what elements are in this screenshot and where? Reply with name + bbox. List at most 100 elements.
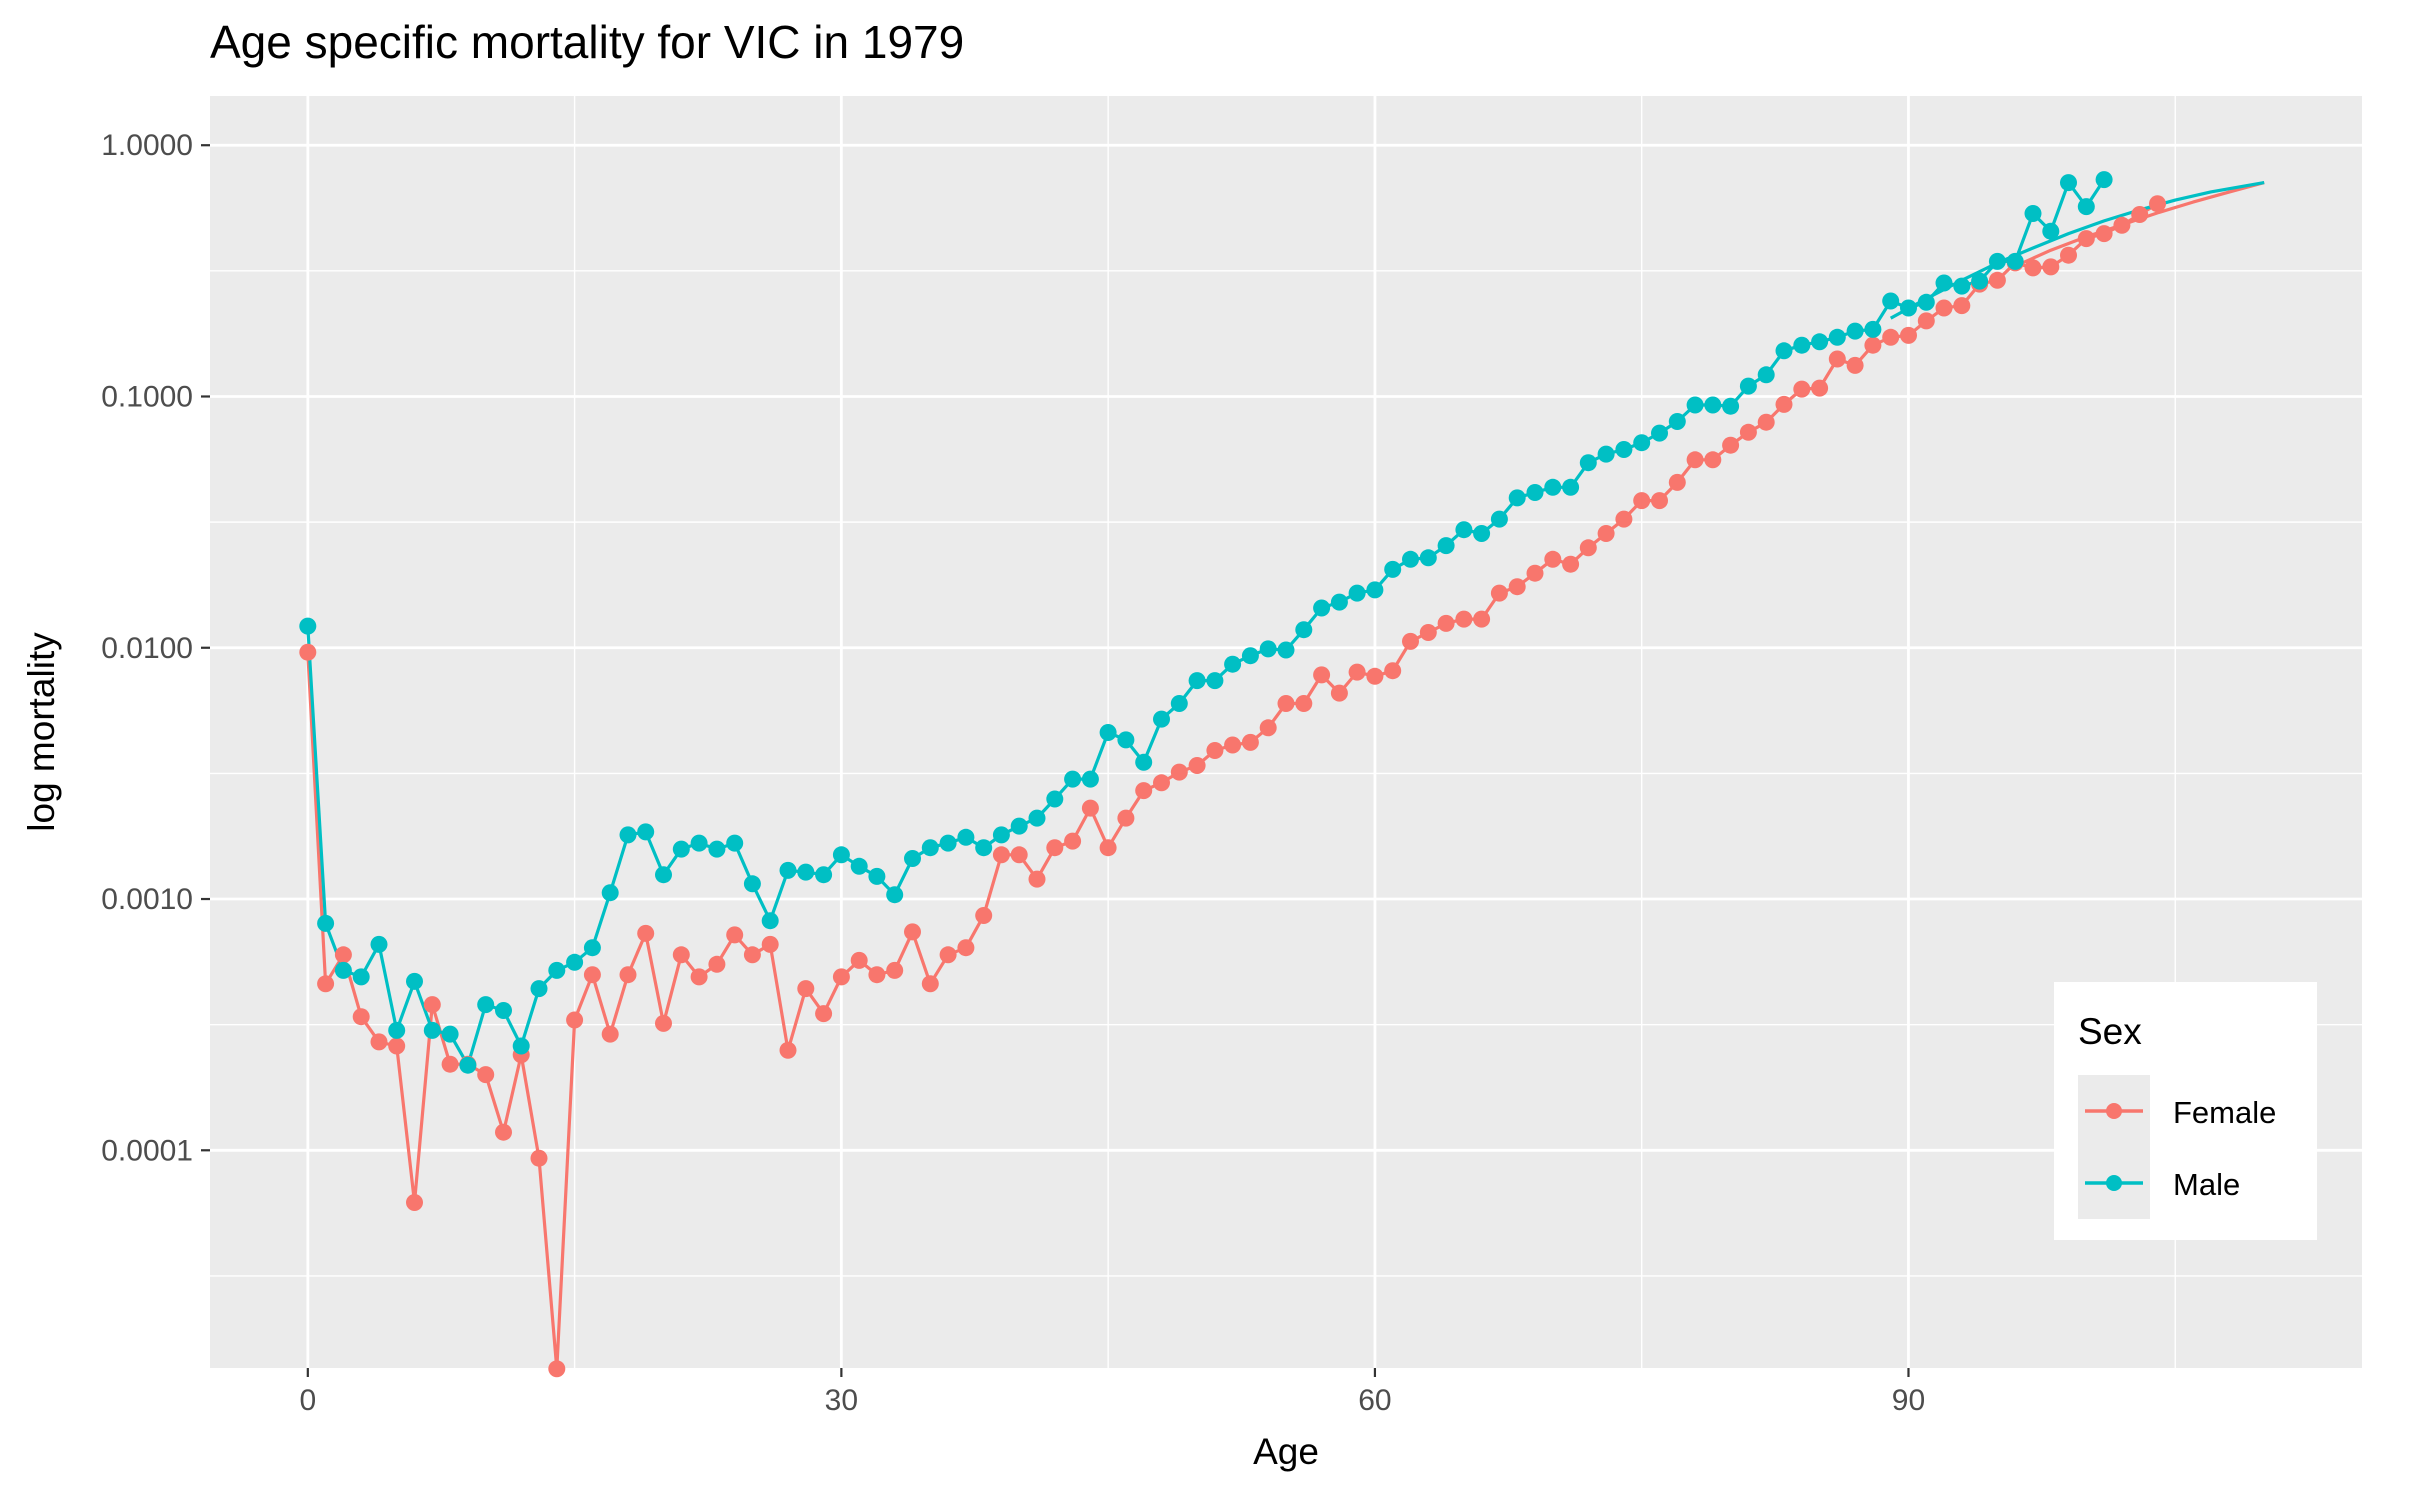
- legend-label-female: Female: [2173, 1095, 2276, 1130]
- data-point-female: [1277, 695, 1295, 712]
- data-point-female: [1490, 584, 1508, 602]
- data-point-male: [352, 968, 370, 986]
- data-point-female: [1081, 799, 1099, 817]
- data-point-male: [761, 912, 779, 930]
- data-point-male: [1935, 274, 1953, 292]
- data-point-female: [815, 1005, 833, 1023]
- data-point-male: [583, 939, 601, 957]
- data-point-male: [1864, 320, 1882, 338]
- data-point-male: [2077, 198, 2095, 216]
- data-point-male: [1028, 809, 1046, 827]
- data-point-male: [1651, 424, 1668, 442]
- data-point-male: [1437, 537, 1455, 555]
- data-point-male: [1081, 770, 1099, 788]
- data-point-male: [815, 866, 833, 884]
- data-point-female: [1846, 356, 1864, 374]
- data-point-male: [1739, 377, 1757, 395]
- data-point-female: [1295, 695, 1313, 712]
- data-point-female: [1188, 757, 1206, 774]
- data-point-male: [1953, 277, 1971, 295]
- data-point-male: [548, 961, 566, 979]
- data-point-male: [2042, 222, 2060, 240]
- data-point-female: [317, 975, 335, 993]
- data-point-female: [1668, 473, 1686, 491]
- data-point-female: [299, 643, 317, 661]
- series-points: [299, 171, 2166, 1378]
- data-point-female: [708, 955, 726, 973]
- data-point-female: [548, 1360, 566, 1378]
- data-point-female: [1437, 614, 1455, 632]
- data-point-male: [1419, 549, 1437, 567]
- data-point-male: [1366, 581, 1384, 599]
- data-point-female: [2095, 225, 2113, 243]
- data-point-female: [388, 1037, 406, 1055]
- data-point-female: [1010, 846, 1028, 864]
- y-tick-label: 0.0010: [101, 883, 193, 916]
- data-point-female: [1259, 719, 1277, 737]
- legend-label-male: Male: [2173, 1167, 2240, 1202]
- data-point-female: [1064, 832, 1082, 850]
- data-point-male: [886, 886, 904, 904]
- data-point-male: [1828, 328, 1846, 346]
- data-point-male: [459, 1056, 477, 1074]
- data-point-female: [1739, 423, 1757, 441]
- data-point-male: [939, 834, 957, 852]
- data-point-female: [1704, 451, 1722, 469]
- data-point-female: [1828, 350, 1846, 368]
- data-point-male: [1010, 817, 1028, 835]
- data-point-male: [637, 823, 655, 841]
- data-point-female: [904, 923, 921, 941]
- data-point-female: [1526, 564, 1544, 582]
- data-point-male: [868, 867, 886, 885]
- data-point-female: [1117, 809, 1135, 827]
- data-point-male: [1562, 478, 1580, 496]
- x-axis-label: Age: [1253, 1431, 1319, 1472]
- data-point-male: [1455, 521, 1473, 539]
- data-point-female: [1206, 742, 1224, 759]
- data-point-male: [566, 953, 584, 971]
- data-point-male: [2060, 174, 2077, 192]
- data-point-male: [1615, 441, 1633, 458]
- data-point-male: [1046, 790, 1064, 808]
- data-point-male: [1206, 672, 1224, 690]
- data-point-male: [992, 826, 1010, 844]
- data-point-female: [1900, 326, 1917, 344]
- data-point-male: [2006, 252, 2024, 270]
- data-point-male: [512, 1037, 530, 1055]
- data-point-female: [441, 1055, 459, 1073]
- chart-title: Age specific mortality for VIC in 1979: [210, 16, 964, 68]
- data-point-male: [1259, 640, 1277, 658]
- data-point-female: [477, 1066, 495, 1084]
- data-point-female: [1597, 525, 1615, 542]
- data-point-female: [1651, 492, 1668, 510]
- data-point-male: [619, 826, 637, 844]
- axes: 0 30 60 90 0.0001 0.0010 0.0100 0.1000 1.0000: [101, 129, 1925, 1417]
- y-tick-label: 0.0100: [101, 632, 193, 665]
- data-point-female: [1544, 550, 1562, 568]
- data-point-male: [1224, 655, 1242, 673]
- data-point-male: [1490, 510, 1508, 528]
- data-point-male: [1295, 621, 1313, 639]
- data-point-male: [1170, 695, 1188, 712]
- data-point-female: [1793, 380, 1811, 398]
- data-point-male: [1241, 647, 1259, 665]
- data-point-male: [1793, 336, 1811, 354]
- data-point-male: [1633, 434, 1651, 452]
- data-point-female: [1686, 451, 1704, 469]
- data-point-male: [672, 840, 690, 858]
- data-point-female: [1953, 297, 1971, 315]
- y-tick-label: 0.0001: [101, 1134, 193, 1167]
- data-point-male: [477, 996, 495, 1014]
- data-point-female: [957, 939, 975, 957]
- data-point-male: [1384, 560, 1402, 578]
- data-point-female: [868, 966, 886, 984]
- data-point-male: [299, 617, 317, 635]
- data-point-male: [1900, 299, 1917, 317]
- data-point-male: [1544, 478, 1562, 496]
- data-point-male: [406, 972, 423, 990]
- data-point-male: [1686, 396, 1704, 414]
- data-point-female: [726, 926, 744, 944]
- x-tick-label: 0: [299, 1384, 316, 1417]
- data-point-male: [655, 866, 672, 884]
- data-point-female: [975, 907, 993, 924]
